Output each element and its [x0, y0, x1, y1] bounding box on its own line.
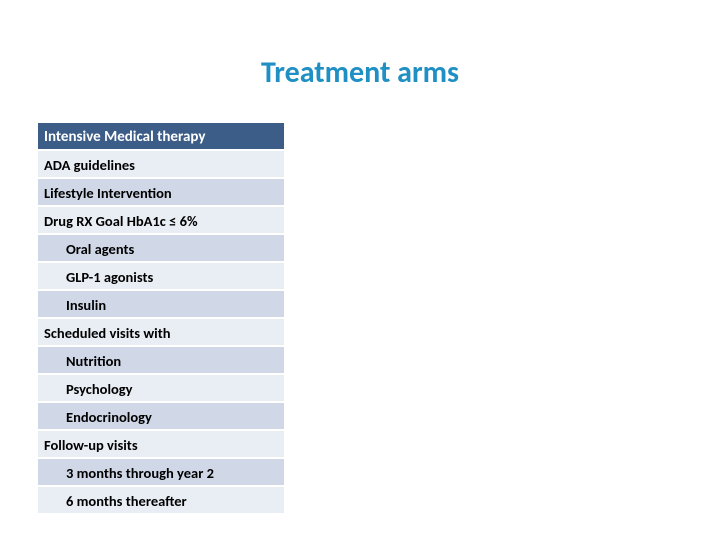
table-row: Scheduled visits with [38, 319, 284, 347]
table-row: Insulin [38, 291, 284, 319]
table-row: Follow-up visits [38, 431, 284, 459]
table-row: GLP-1 agonists [38, 263, 284, 291]
treatment-table: Intensive Medical therapy ADA guidelines… [38, 123, 284, 515]
table-row: Oral agents [38, 235, 284, 263]
table-row: Lifestyle Intervention [38, 179, 284, 207]
table-row: 3 months through year 2 [38, 459, 284, 487]
table-row: Psychology [38, 375, 284, 403]
table-row: Nutrition [38, 347, 284, 375]
table-row: ADA guidelines [38, 151, 284, 179]
table-row: 6 months thereafter [38, 487, 284, 515]
table-row: Drug RX Goal HbA1c ≤ 6% [38, 207, 284, 235]
slide: Treatment arms Intensive Medical therapy… [0, 0, 720, 540]
table-row: Endocrinology [38, 403, 284, 431]
table-header: Intensive Medical therapy [38, 123, 284, 151]
slide-title: Treatment arms [0, 54, 720, 91]
